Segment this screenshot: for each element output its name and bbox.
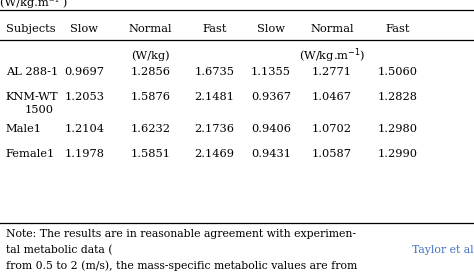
Text: 1.5876: 1.5876 [131,92,171,102]
Text: 1.0702: 1.0702 [312,124,352,134]
Text: 1.2856: 1.2856 [131,67,171,77]
Text: Normal: Normal [129,24,173,34]
Text: 2.1469: 2.1469 [194,149,234,159]
Text: KNM-WT: KNM-WT [6,92,58,102]
Text: 0.9367: 0.9367 [251,92,291,102]
Text: Slow: Slow [70,24,99,34]
Text: 1.2980: 1.2980 [377,124,417,134]
Text: 1.6232: 1.6232 [131,124,171,134]
Text: Male1: Male1 [6,124,42,134]
Text: Note: The results are in reasonable agreement with experimen-: Note: The results are in reasonable agre… [6,229,356,239]
Text: 1.1978: 1.1978 [64,149,104,159]
Text: (W/kg): (W/kg) [131,50,170,61]
Text: 1.2104: 1.2104 [64,124,104,134]
Text: Fast: Fast [202,24,227,34]
Text: Normal: Normal [310,24,354,34]
Text: 1.5060: 1.5060 [377,67,417,77]
Text: (W/kg.m⁻¹ ): (W/kg.m⁻¹ ) [0,0,67,8]
Text: 0.9697: 0.9697 [64,67,104,77]
Text: AL 288-1: AL 288-1 [6,67,58,77]
Text: Slow: Slow [257,24,285,34]
Text: tal metabolic data (: tal metabolic data ( [6,245,112,255]
Text: 1.5851: 1.5851 [131,149,171,159]
Text: 1.6735: 1.6735 [194,67,234,77]
Text: 2.1736: 2.1736 [194,124,234,134]
Text: Subjects: Subjects [6,24,55,34]
Text: Taylor et al., 1982: Taylor et al., 1982 [412,245,474,255]
Text: Female1: Female1 [6,149,55,159]
Text: Fast: Fast [385,24,410,34]
Text: 2.1481: 2.1481 [194,92,234,102]
Text: 1.2828: 1.2828 [377,92,417,102]
Text: 0.9406: 0.9406 [251,124,291,134]
Text: 1.2053: 1.2053 [64,92,104,102]
Text: 1.2990: 1.2990 [377,149,417,159]
Text: 1.2771: 1.2771 [312,67,352,77]
Text: 0.9431: 0.9431 [251,149,291,159]
Text: 1.0587: 1.0587 [312,149,352,159]
Text: from 0.5 to 2 (m/s), the mass-specific metabolic values are from: from 0.5 to 2 (m/s), the mass-specific m… [6,261,357,271]
Text: 1.0467: 1.0467 [312,92,352,102]
Text: 1500: 1500 [25,105,54,115]
Text: (W/kg.m$^{-1}$): (W/kg.m$^{-1}$) [299,46,365,65]
Text: 1.1355: 1.1355 [251,67,291,77]
